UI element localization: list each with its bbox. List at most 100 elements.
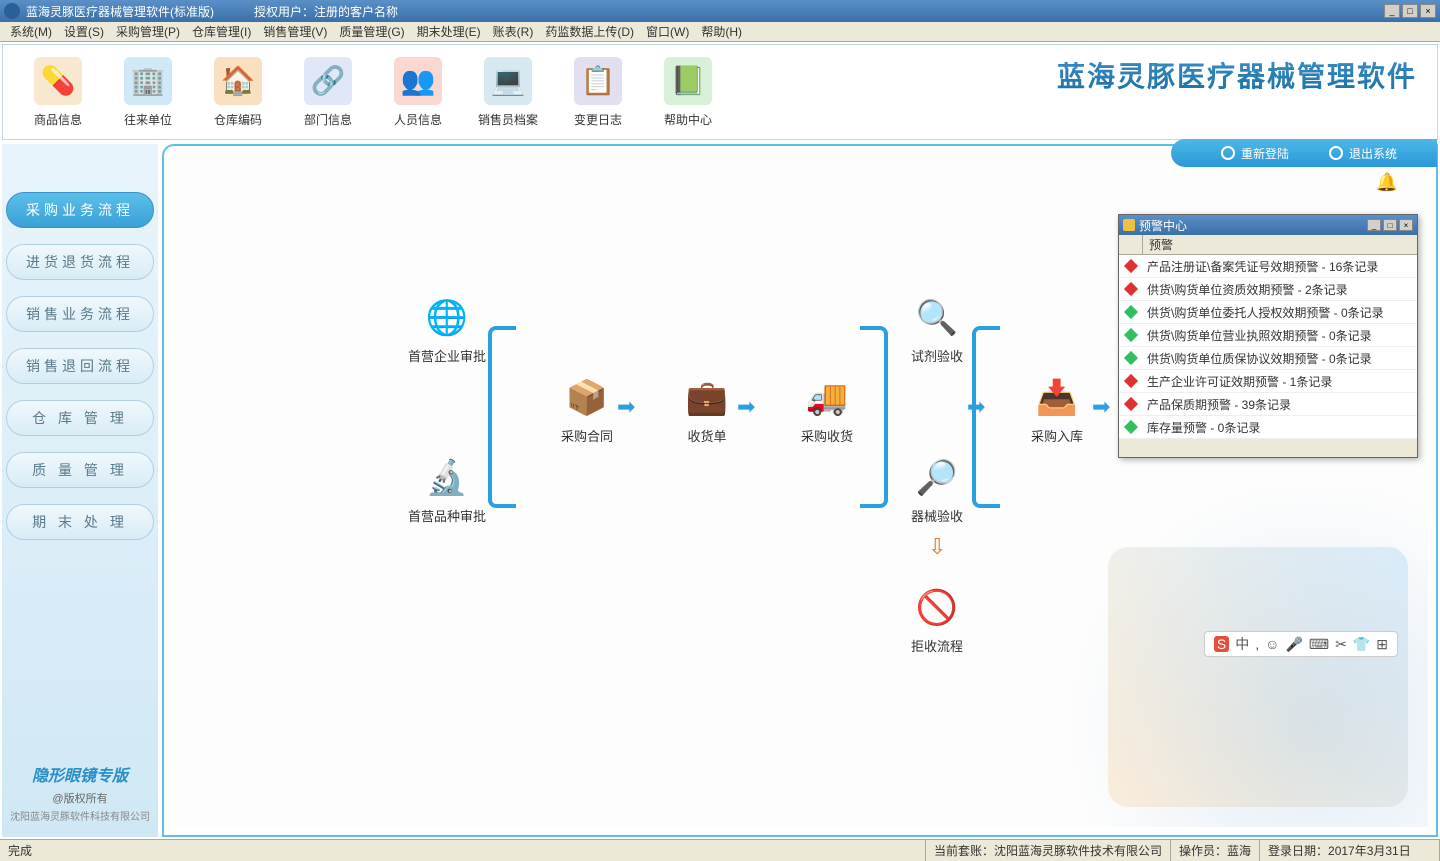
ime-btn[interactable]: ☺	[1265, 636, 1279, 652]
flow-node-采购收货[interactable]: 🚚采购收货	[782, 374, 872, 445]
toolbar-label: 帮助中心	[664, 111, 712, 128]
toolbar-部门信息[interactable]: 🔗部门信息	[283, 57, 373, 128]
alert-row[interactable]: 供货\购货单位委托人授权效期预警 - 0条记录	[1119, 301, 1417, 324]
diamond-icon	[1119, 353, 1143, 363]
arrow-right-icon: ➡	[617, 394, 635, 420]
node-label: 采购收货	[801, 426, 853, 445]
alert-row[interactable]: 供货\购货单位质保协议效期预警 - 0条记录	[1119, 347, 1417, 370]
alert-row[interactable]: 产品保质期预警 - 39条记录	[1119, 393, 1417, 416]
toolbar-变更日志[interactable]: 📋变更日志	[553, 57, 643, 128]
alert-text: 供货\购货单位资质效期预警 - 2条记录	[1143, 281, 1417, 298]
ime-btn[interactable]: ⌨	[1309, 636, 1329, 653]
flow-node-器械验收[interactable]: 🔎器械验收	[892, 454, 982, 525]
menu-item-3[interactable]: 仓库管理(I)	[186, 23, 257, 40]
bell-icon[interactable]: 🔔	[1376, 172, 1398, 193]
sogou-icon[interactable]: S	[1214, 636, 1229, 652]
flow-node-采购入库[interactable]: 📥采购入库	[1012, 374, 1102, 445]
nav-tab-销售退回流程[interactable]: 销售退回流程	[6, 348, 154, 384]
arrow-right-icon: ➡	[737, 394, 755, 420]
node-label: 采购合同	[561, 426, 613, 445]
node-icon: 🌐	[419, 294, 475, 342]
alert-row[interactable]: 产品注册证\备案凭证号效期预警 - 16条记录	[1119, 255, 1417, 278]
maximize-button[interactable]: □	[1402, 4, 1418, 18]
nav-tab-仓 库 管 理[interactable]: 仓 库 管 理	[6, 400, 154, 436]
nav-tab-采购业务流程[interactable]: 采购业务流程	[6, 192, 154, 228]
alert-text: 产品注册证\备案凭证号效期预警 - 16条记录	[1143, 258, 1417, 275]
sidebar: 采购业务流程进货退货流程销售业务流程销售退回流程仓 库 管 理质 量 管 理期 …	[2, 144, 158, 837]
node-icon: 🔍	[909, 294, 965, 342]
toolbar-icon: 👥	[394, 57, 442, 105]
menu-item-4[interactable]: 销售管理(V)	[257, 23, 333, 40]
node-icon: 💼	[679, 374, 735, 422]
nav-tab-期 末 处 理[interactable]: 期 末 处 理	[6, 504, 154, 540]
ime-btn[interactable]: 中	[1235, 634, 1249, 654]
toolbar-label: 往来单位	[124, 111, 172, 128]
status-operator: 操作员：蓝海	[1171, 840, 1260, 861]
menu-item-6[interactable]: 期末处理(E)	[411, 23, 487, 40]
alert-col-label: 预警	[1143, 236, 1173, 253]
toolbar-icon: 📋	[574, 57, 622, 105]
nav-tab-进货退货流程[interactable]: 进货退货流程	[6, 244, 154, 280]
node-label: 器械验收	[911, 506, 963, 525]
alert-row[interactable]: 生产企业许可证效期预警 - 1条记录	[1119, 370, 1417, 393]
diamond-icon	[1119, 261, 1143, 271]
toolbar-帮助中心[interactable]: 📗帮助中心	[643, 57, 733, 128]
arrow-down-icon: ⇩	[928, 534, 946, 560]
diamond-icon	[1119, 284, 1143, 294]
titlebar: 蓝海灵豚医疗器械管理软件(标准版) 授权用户：注册的客户名称 _ □ ×	[0, 0, 1440, 22]
alert-text: 库存量预警 - 0条记录	[1143, 419, 1417, 436]
diamond-icon	[1119, 399, 1143, 409]
menu-item-2[interactable]: 采购管理(P)	[110, 23, 186, 40]
alert-close-button[interactable]: ×	[1399, 219, 1413, 231]
workflow-canvas: 🔔 S中, ☺ 🎤 ⌨ ✂ 👕 ⊞ 预警中心 _ □ × 预警	[162, 144, 1438, 837]
node-label: 首营企业审批	[408, 346, 486, 365]
flow-node-试剂验收[interactable]: 🔍试剂验收	[892, 294, 982, 365]
minimize-button[interactable]: _	[1384, 4, 1400, 18]
menu-item-1[interactable]: 设置(S)	[58, 23, 110, 40]
alert-row[interactable]: 供货\购货单位营业执照效期预警 - 0条记录	[1119, 324, 1417, 347]
ime-btn[interactable]: ,	[1255, 636, 1259, 652]
ime-btn[interactable]: ⊞	[1376, 636, 1388, 653]
flow-node-首营品种审批[interactable]: 🔬首营品种审批	[402, 454, 492, 525]
status-bar: 完成 当前套账：沈阳蓝海灵豚软件技术有限公司 操作员：蓝海 登录日期：2017年…	[0, 839, 1440, 861]
app-title: 蓝海灵豚医疗器械管理软件(标准版)	[26, 3, 214, 20]
user-name: 注册的客户名称	[314, 5, 398, 19]
toolbar-商品信息[interactable]: 💊商品信息	[13, 57, 103, 128]
toolbar-仓库编码[interactable]: 🏠仓库编码	[193, 57, 283, 128]
app-icon	[4, 3, 20, 19]
menu-item-7[interactable]: 账表(R)	[487, 23, 540, 40]
toolbar-label: 销售员档案	[478, 111, 538, 128]
nav-tab-质 量 管 理[interactable]: 质 量 管 理	[6, 452, 154, 488]
ime-btn[interactable]: 🎤	[1285, 636, 1302, 653]
alert-row[interactable]: 供货\购货单位资质效期预警 - 2条记录	[1119, 278, 1417, 301]
toolbar-销售员档案[interactable]: 💻销售员档案	[463, 57, 553, 128]
merge-bracket-left	[488, 326, 516, 508]
relogin-button[interactable]: 重新登陆	[1221, 145, 1289, 162]
menu-item-5[interactable]: 质量管理(G)	[333, 23, 410, 40]
flow-node-首营企业审批[interactable]: 🌐 首营企业审批	[402, 294, 492, 365]
arrow-right-icon: ➡	[1092, 394, 1110, 420]
alert-minimize-button[interactable]: _	[1367, 219, 1381, 231]
toolbar-icon: 🏠	[214, 57, 262, 105]
toolbar-人员信息[interactable]: 👥人员信息	[373, 57, 463, 128]
nav-tab-销售业务流程[interactable]: 销售业务流程	[6, 296, 154, 332]
body: 采购业务流程进货退货流程销售业务流程销售退回流程仓 库 管 理质 量 管 理期 …	[2, 144, 1438, 837]
menu-item-9[interactable]: 窗口(W)	[640, 23, 695, 40]
menu-item-0[interactable]: 系统(M)	[4, 23, 58, 40]
alert-title: 预警中心	[1139, 217, 1187, 234]
status-account: 当前套账：沈阳蓝海灵豚软件技术有限公司	[926, 840, 1171, 861]
menu-item-8[interactable]: 药监数据上传(D)	[539, 23, 640, 40]
ime-btn[interactable]: ✂	[1335, 636, 1347, 653]
alert-header[interactable]: 预警中心 _ □ ×	[1119, 215, 1417, 235]
status-ready: 完成	[0, 840, 926, 861]
ime-bar[interactable]: S中, ☺ 🎤 ⌨ ✂ 👕 ⊞	[1204, 631, 1398, 657]
menu-item-10[interactable]: 帮助(H)	[695, 23, 748, 40]
alert-maximize-button[interactable]: □	[1383, 219, 1397, 231]
flow-node-拒收流程[interactable]: 🚫拒收流程	[892, 584, 982, 655]
close-button[interactable]: ×	[1420, 4, 1436, 18]
alert-row[interactable]: 库存量预警 - 0条记录	[1119, 416, 1417, 439]
node-label: 首营品种审批	[408, 506, 486, 525]
ime-btn[interactable]: 👕	[1353, 636, 1370, 653]
toolbar-往来单位[interactable]: 🏢往来单位	[103, 57, 193, 128]
logout-button[interactable]: 退出系统	[1329, 145, 1397, 162]
